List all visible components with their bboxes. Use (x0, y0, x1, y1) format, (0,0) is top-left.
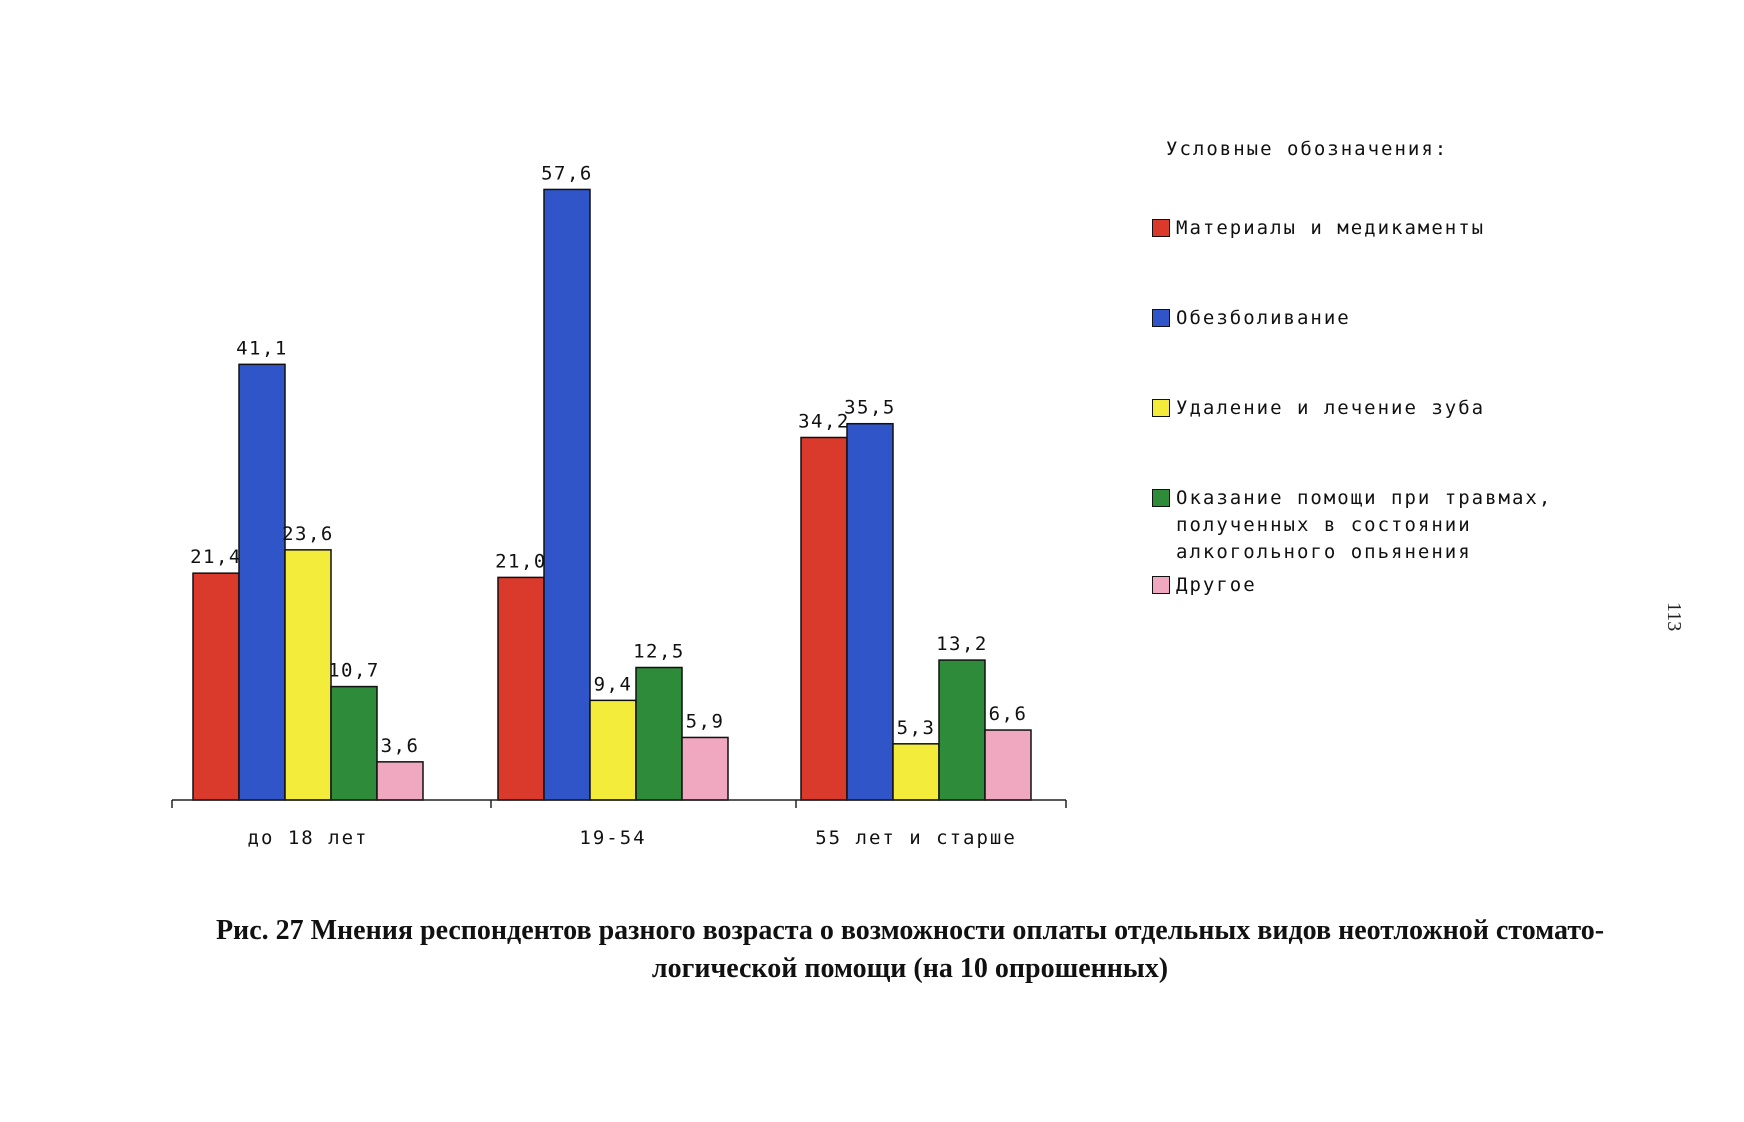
bar-other-3 (984, 729, 1032, 801)
legend-swatch-trauma (1152, 489, 1170, 507)
bar-anesthesia-1 (238, 363, 286, 801)
bar-trauma-2 (635, 666, 683, 801)
value-label-trauma-1: 10,7 (328, 660, 380, 682)
category-label-1: до 18 лет (248, 827, 369, 849)
bar-extraction-1 (284, 549, 332, 801)
legend-item-trauma: Оказание помощи при травмах, полученных … (1152, 485, 1586, 566)
value-label-anesthesia-1: 41,1 (236, 337, 288, 359)
legend-swatch-extraction (1152, 399, 1170, 417)
legend-label-materials: Материалы и медикаменты (1176, 217, 1486, 239)
caption-line-1: Рис. 27 Мнения респондентов разного возр… (215, 915, 1605, 946)
legend-label-extraction: Удаление и лечение зуба (1176, 397, 1486, 419)
legend-swatch-other (1152, 576, 1170, 594)
legend-item-extraction: Удаление и лечение зуба (1152, 395, 1586, 422)
value-label-extraction-2: 9,4 (594, 673, 633, 695)
x-axis-ticks (171, 800, 1067, 808)
value-label-other-2: 5,9 (686, 710, 725, 732)
value-label-other-1: 3,6 (381, 735, 420, 757)
legend-title: Условные обозначения: (1166, 138, 1449, 160)
bars-layer (192, 188, 1032, 801)
value-labels-layer: 21,4 41,1 23,6 10,7 3,6 21,0 57,6 9,412,5 5,9 34,… (190, 162, 1028, 757)
bar-materials-3 (800, 436, 848, 801)
value-label-extraction-1: 23,6 (282, 523, 334, 545)
legend-item-anesthesia: Обезболивание (1152, 305, 1586, 332)
legend-label-other: Другое (1176, 574, 1257, 596)
value-label-other-3: 6,6 (989, 703, 1028, 725)
bar-anesthesia-3 (846, 422, 894, 801)
category-label-3: 55 лет и старше (815, 827, 1017, 849)
bar-materials-2 (497, 576, 545, 801)
legend-label-anesthesia: Обезболивание (1176, 307, 1351, 329)
bar-other-2 (681, 736, 729, 801)
legend-label-trauma: Оказание помощи при травмах, полученных … (1176, 487, 1553, 563)
value-label-trauma-2: 12,5 (633, 641, 685, 663)
legend-swatch-materials (1152, 219, 1170, 237)
value-label-extraction-3: 5,3 (897, 717, 936, 739)
category-labels-layer: до 18 лет 19-54 55 лет и старше (248, 827, 1017, 849)
value-label-anesthesia-2: 57,6 (541, 162, 593, 184)
figure-caption: Рис. 27 Мнения респондентов разного возр… (160, 912, 1660, 988)
value-label-materials-2: 21,0 (495, 550, 547, 572)
value-label-materials-1: 21,4 (190, 546, 242, 568)
value-label-anesthesia-3: 35,5 (844, 397, 896, 419)
bar-materials-1 (192, 572, 240, 801)
bar-extraction-2 (589, 699, 637, 801)
caption-line-2: логической помощи (на 10 опрошенных) (651, 953, 1169, 984)
value-label-trauma-3: 13,2 (936, 633, 988, 655)
bar-other-1 (376, 761, 424, 801)
bar-extraction-3 (892, 743, 940, 801)
bar-trauma-1 (330, 685, 378, 801)
bar-anesthesia-2 (543, 188, 591, 801)
legend-item-materials: Материалы и медикаменты (1152, 215, 1586, 242)
category-label-2: 19-54 (579, 827, 646, 849)
page-number: 113 (1663, 602, 1685, 632)
bar-trauma-3 (938, 659, 986, 801)
value-label-materials-3: 34,2 (798, 410, 850, 432)
legend-item-other: Другое (1152, 572, 1586, 599)
legend-swatch-anesthesia (1152, 309, 1170, 327)
